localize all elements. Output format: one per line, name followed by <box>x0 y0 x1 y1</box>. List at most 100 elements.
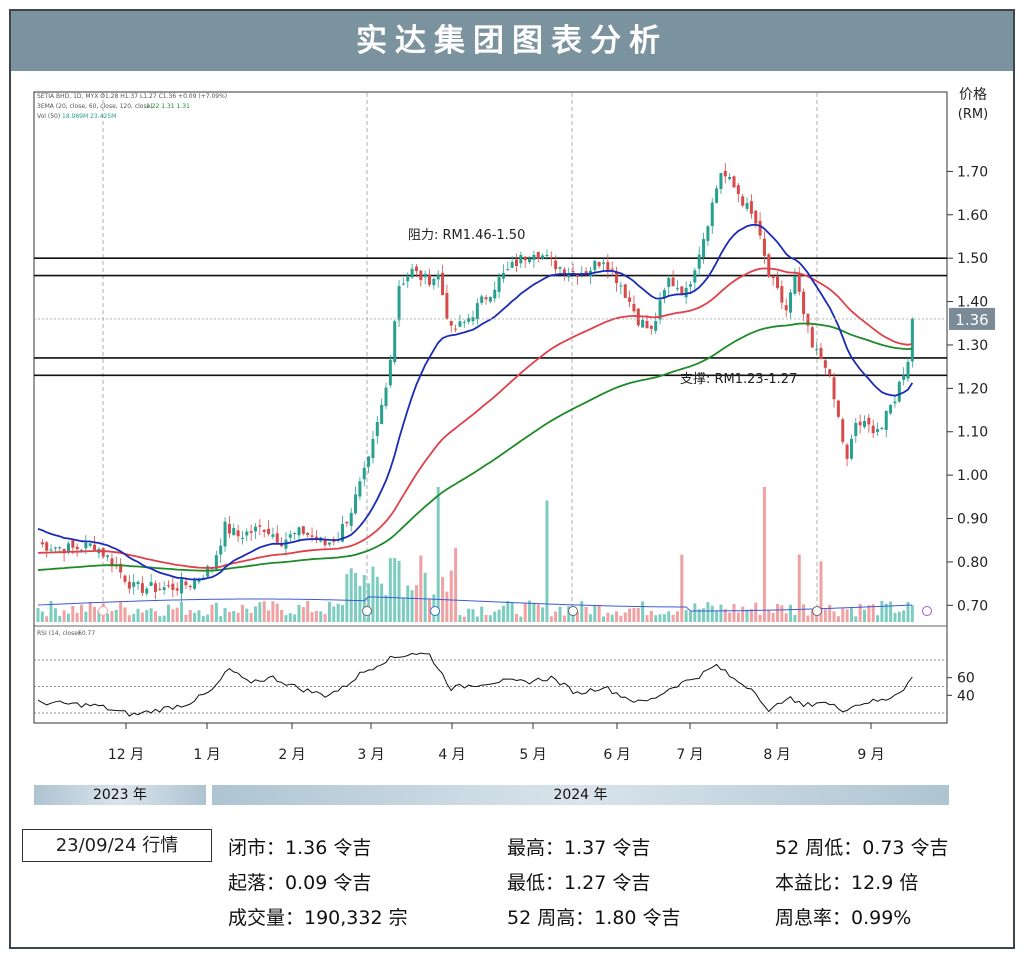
candle-body <box>258 525 262 527</box>
stat-52w-high: 52 周高：1.80 令吉 <box>507 907 681 929</box>
volume-bar <box>506 601 510 622</box>
candle-body <box>245 531 249 536</box>
volume-bar <box>523 602 527 622</box>
stat-close: 闭市：1.36 令吉 <box>228 837 372 859</box>
volume-bar <box>110 611 114 622</box>
year-bar-2023: 2023 年 <box>34 785 206 805</box>
candle-body <box>897 381 901 402</box>
current-price-label: 1.36 <box>955 311 988 329</box>
volume-bar <box>462 616 466 622</box>
volume-bar <box>419 555 423 622</box>
month-label: 7 月 <box>676 747 703 763</box>
stat-52w-low: 52 周低：0.73 令吉 <box>775 837 949 859</box>
volume-bar <box>197 610 201 622</box>
candle-body <box>193 579 197 589</box>
candle-body <box>880 427 884 430</box>
candle-body <box>414 266 418 271</box>
volume-bar <box>767 609 771 622</box>
volume-bar <box>140 612 144 622</box>
candle-body <box>127 581 131 589</box>
volume-bar <box>554 611 558 622</box>
candle-body <box>280 544 284 547</box>
volume-bars <box>36 487 914 622</box>
candle-body <box>180 579 184 594</box>
volume-bar <box>562 615 566 622</box>
volume-bar <box>167 604 170 622</box>
candle-body <box>649 325 653 329</box>
volume-bar <box>401 597 405 622</box>
candle-body <box>236 530 240 537</box>
candle-body <box>436 274 440 280</box>
candle-body <box>732 176 736 188</box>
candle-body <box>132 582 136 587</box>
candle-body <box>223 521 227 547</box>
candle-body <box>393 321 397 363</box>
price-tick-label: 1.20 <box>957 381 988 397</box>
price-axis: 1.70 1.60 1.50 1.40 1.30 1.20 1.10 1.00 0.90 0.80… <box>34 164 995 614</box>
candle-body <box>619 285 623 287</box>
volume-bar <box>180 602 184 622</box>
candle-body <box>214 555 218 570</box>
volume-bar <box>628 608 632 622</box>
volume-bar <box>45 616 49 622</box>
candle-body <box>675 288 679 290</box>
candle-body <box>306 533 310 535</box>
volume-bar <box>375 576 379 622</box>
candle-body <box>375 422 379 436</box>
graphic-frame <box>9 9 1015 949</box>
candle-body <box>902 375 906 380</box>
candle-body <box>410 268 414 278</box>
volume-bar <box>528 600 532 622</box>
volume-bar <box>58 616 62 622</box>
volume-bar <box>780 605 784 622</box>
volume-bar <box>162 615 166 622</box>
volume-bar <box>145 610 149 622</box>
volume-bar <box>536 604 540 622</box>
volume-bar <box>532 602 536 622</box>
candle-body <box>358 481 362 497</box>
volume-bar <box>906 601 910 622</box>
volume-bar <box>845 609 849 622</box>
volume-bar <box>689 611 692 622</box>
volume-bar <box>288 613 292 622</box>
candle-body <box>449 320 453 326</box>
month-label: 4 月 <box>438 747 465 763</box>
y-axis-unit: (RM) <box>958 107 988 122</box>
candle-body <box>871 425 875 434</box>
candle-body <box>510 262 514 268</box>
candle-body <box>71 540 75 548</box>
ema-lines <box>37 223 914 581</box>
ema-legend: 3EMA (20, close, 60, close, 120, close) <box>37 103 153 110</box>
candle-body <box>497 277 501 292</box>
candle-body <box>388 359 392 386</box>
volume-bar <box>75 612 79 622</box>
candle-body <box>401 283 405 285</box>
volume-bar <box>53 608 57 622</box>
candle-body <box>693 270 697 283</box>
volume-bar <box>623 612 627 622</box>
candle-body <box>158 588 162 590</box>
candle-body <box>719 172 723 189</box>
volume-bar <box>341 605 344 622</box>
rsi-legend-value: 60.77 <box>78 630 95 637</box>
ema-20-line <box>37 223 914 581</box>
volume-bar <box>667 611 671 622</box>
candle-body <box>610 268 614 270</box>
candle-body <box>593 260 597 270</box>
candle-body <box>458 321 462 327</box>
volume-bar <box>88 601 92 622</box>
volume-bar <box>745 609 749 622</box>
volume-bar <box>388 558 392 622</box>
candle-body <box>454 328 458 330</box>
volume-bar <box>262 601 266 622</box>
volume-bar <box>784 613 788 622</box>
candle-body <box>854 423 858 437</box>
volume-bar <box>71 605 75 622</box>
volume-bar <box>615 611 619 622</box>
candle-body <box>519 254 523 264</box>
candle-body <box>863 420 866 427</box>
candle-body <box>149 582 153 586</box>
candle-body <box>784 305 788 311</box>
candle-body <box>288 534 292 538</box>
volume-bar <box>758 614 762 622</box>
